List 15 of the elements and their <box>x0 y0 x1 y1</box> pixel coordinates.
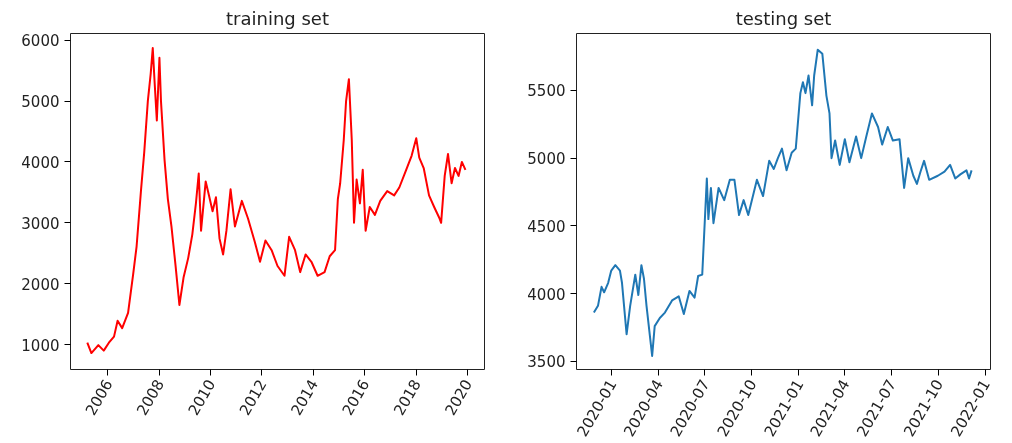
y-tick-label: 5500 <box>527 82 566 101</box>
chart-title: training set <box>226 7 329 29</box>
y-tick-label: 4000 <box>21 153 60 172</box>
y-tick-label: 2000 <box>21 275 60 294</box>
line-series <box>592 48 973 357</box>
y-tick-label: 3500 <box>527 353 566 372</box>
y-tick-label: 3000 <box>21 214 60 233</box>
y-tick-label: 6000 <box>21 32 60 51</box>
chart-title: testing set <box>735 7 832 29</box>
y-tick-label: 4500 <box>527 217 566 236</box>
y-tick-label: 5000 <box>527 150 566 169</box>
y-tick-label: 1000 <box>21 336 60 355</box>
y-tick-label: 4000 <box>527 285 566 304</box>
line-series <box>86 47 467 355</box>
y-tick-label: 5000 <box>21 93 60 112</box>
